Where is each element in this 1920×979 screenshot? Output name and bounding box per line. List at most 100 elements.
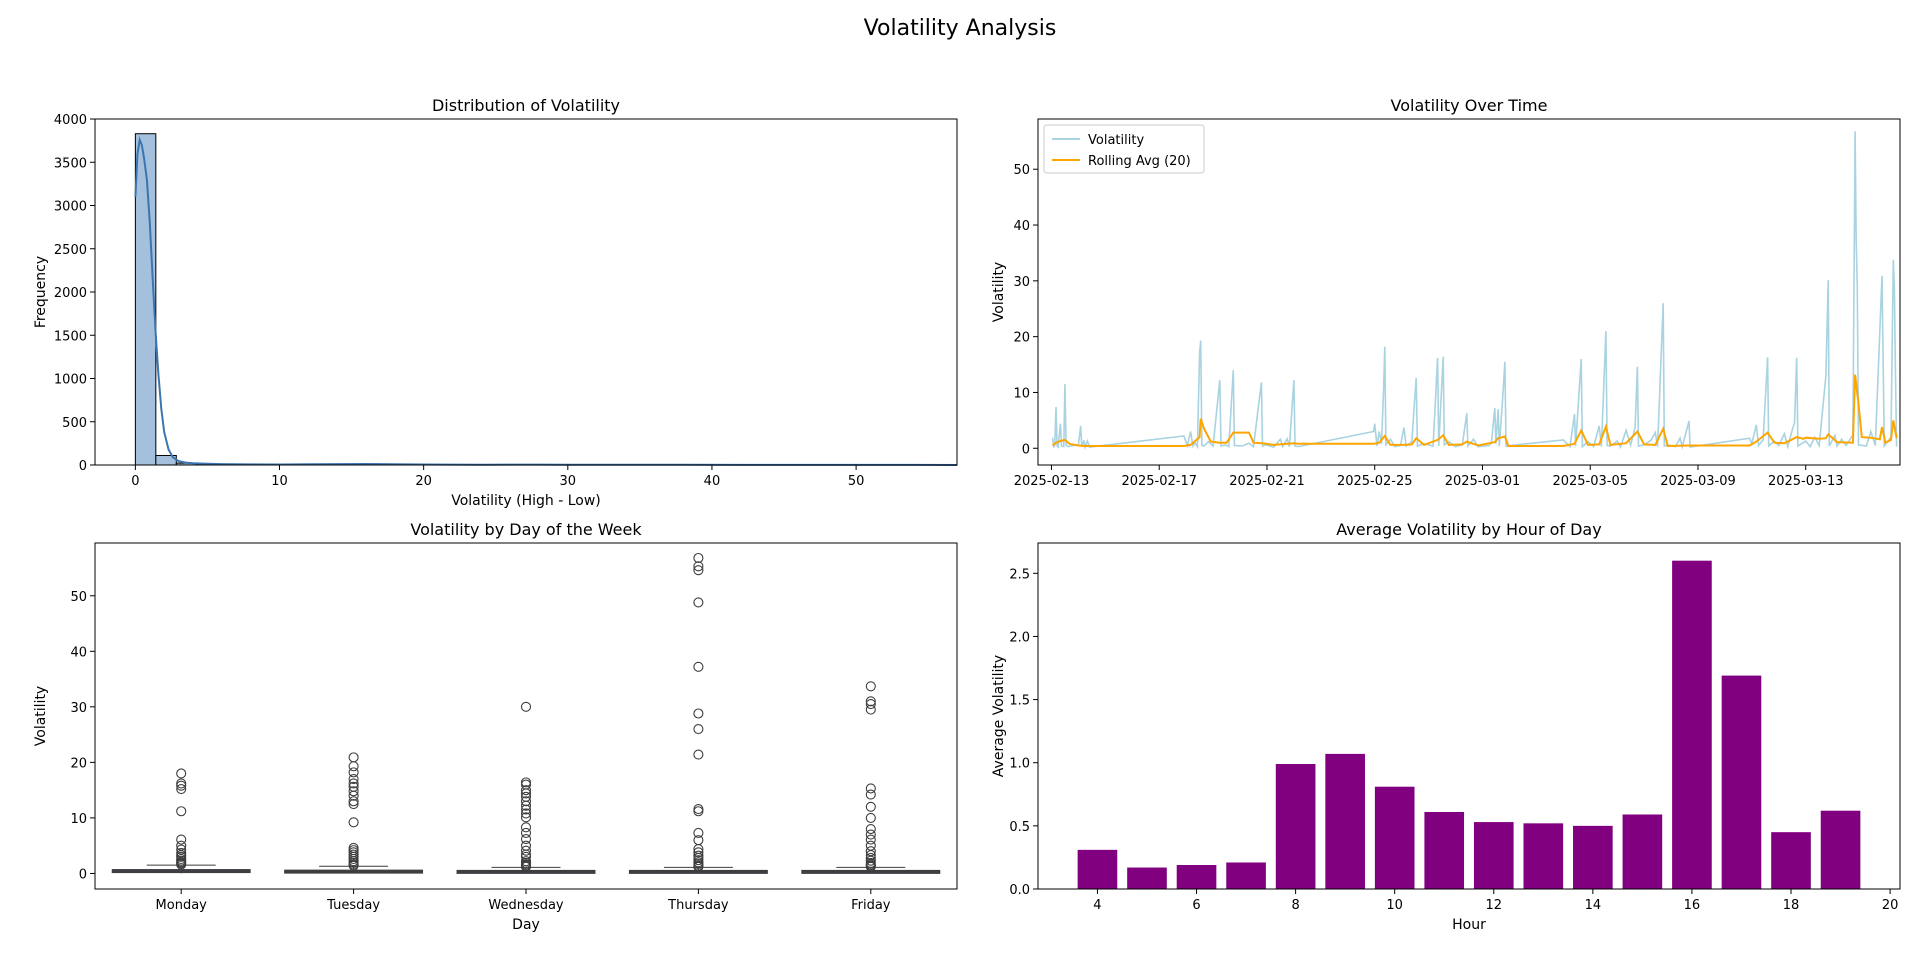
x-tick-label: 50 (848, 474, 865, 489)
x-tick-label: 10 (271, 474, 288, 489)
x-tick-label: Wednesday (488, 898, 564, 913)
x-tick-label: Monday (156, 898, 208, 913)
y-tick-label: 3000 (54, 200, 87, 215)
outlier-point (694, 553, 703, 562)
panel-title: Volatility Over Time (1391, 96, 1548, 115)
outlier-point (866, 825, 875, 834)
plot-border (95, 119, 957, 465)
x-tick-label: 18 (1783, 898, 1800, 913)
x-tick-label: 2025-03-13 (1768, 474, 1844, 489)
y-tick-label: 1.0 (1009, 757, 1030, 772)
hour-bar (1672, 561, 1712, 889)
histogram-bar (135, 134, 155, 465)
outlier-point (522, 823, 531, 832)
y-tick-label: 40 (70, 645, 87, 660)
hour-bar (1325, 754, 1365, 889)
panel-title: Distribution of Volatility (432, 96, 620, 115)
y-tick-label: 30 (70, 701, 87, 716)
y-tick-label: 2500 (54, 243, 87, 258)
kde-curve (135, 140, 957, 465)
x-tick-label: 20 (415, 474, 432, 489)
panel-4: Average Volatility by Hour of DayHourAve… (991, 520, 1900, 933)
outlier-point (866, 813, 875, 822)
x-tick-label: 20 (1882, 898, 1899, 913)
x-tick-label: 2025-02-17 (1121, 474, 1197, 489)
plot-border (1038, 543, 1900, 889)
y-tick-label: 2000 (54, 286, 87, 301)
hour-bar (1078, 850, 1118, 889)
outlier-point (694, 662, 703, 671)
y-tick-label: 10 (1013, 386, 1030, 401)
y-tick-label: 500 (62, 416, 87, 431)
box-wednesday (457, 702, 595, 873)
outlier-point (177, 807, 186, 816)
y-tick-label: 0.5 (1009, 820, 1030, 835)
outlier-point (694, 709, 703, 718)
outlier-point (522, 780, 531, 789)
x-tick-label: 16 (1684, 898, 1701, 913)
y-tick-label: 0 (1022, 442, 1030, 457)
outlier-point (866, 802, 875, 811)
outlier-point (349, 818, 358, 827)
outlier-point (177, 769, 186, 778)
outlier-point (349, 762, 358, 771)
figure-title: Volatility Analysis (864, 16, 1057, 41)
y-tick-label: 1000 (54, 373, 87, 388)
y-tick-label: 0.0 (1009, 883, 1030, 898)
hour-bar (1375, 787, 1415, 889)
panel-3: Volatility by Day of the WeekDayVolatili… (33, 520, 957, 933)
x-tick-label: 14 (1585, 898, 1602, 913)
y-tick-label: 50 (1013, 163, 1030, 178)
x-tick-label: 2025-03-01 (1445, 474, 1521, 489)
outlier-point (177, 779, 186, 788)
outlier-point (694, 807, 703, 816)
x-tick-label: 12 (1485, 898, 1502, 913)
hour-bar (1226, 862, 1266, 889)
hour-bar (1523, 823, 1563, 889)
x-axis-label: Day (512, 917, 540, 933)
outlier-point (866, 784, 875, 793)
x-tick-label: Tuesday (326, 898, 380, 913)
hour-bar (1424, 812, 1464, 889)
y-tick-label: 1500 (54, 329, 87, 344)
x-tick-label: 10 (1386, 898, 1403, 913)
hour-bar (1573, 826, 1613, 889)
x-tick-label: Friday (851, 898, 891, 913)
y-tick-label: 1.5 (1009, 694, 1030, 709)
legend-label: Volatility (1088, 133, 1144, 148)
y-tick-label: 4000 (54, 113, 87, 128)
y-tick-label: 3500 (54, 156, 87, 171)
x-tick-label: 2025-03-09 (1660, 474, 1736, 489)
y-tick-label: 20 (1013, 331, 1030, 346)
x-tick-label: 40 (704, 474, 721, 489)
y-tick-label: 2.0 (1009, 630, 1030, 645)
hour-bar (1177, 865, 1217, 889)
y-axis-label: Average Volatility (991, 655, 1007, 777)
box-thursday (629, 553, 767, 873)
y-tick-label: 0 (79, 867, 87, 882)
x-tick-label: Thursday (667, 898, 729, 913)
y-tick-label: 40 (1013, 219, 1030, 234)
x-tick-label: 2025-02-13 (1014, 474, 1090, 489)
outlier-point (694, 725, 703, 734)
hour-bar (1127, 868, 1167, 889)
y-axis-label: Frequency (33, 256, 49, 328)
panel-2: Volatility Over Time Volatility 2025-02-13… (991, 96, 1900, 489)
x-tick-label: 0 (131, 474, 139, 489)
hour-bar (1474, 822, 1514, 889)
outlier-point (866, 682, 875, 691)
outlier-point (694, 750, 703, 759)
panel-title: Volatility by Day of the Week (410, 520, 642, 539)
hour-bar (1722, 676, 1762, 889)
outlier-point (177, 835, 186, 844)
x-axis-label: Hour (1452, 917, 1486, 933)
outlier-point (522, 702, 531, 711)
box-tuesday (285, 753, 423, 874)
hour-bar (1276, 764, 1316, 889)
y-tick-label: 20 (70, 756, 87, 771)
y-tick-label: 10 (70, 812, 87, 827)
